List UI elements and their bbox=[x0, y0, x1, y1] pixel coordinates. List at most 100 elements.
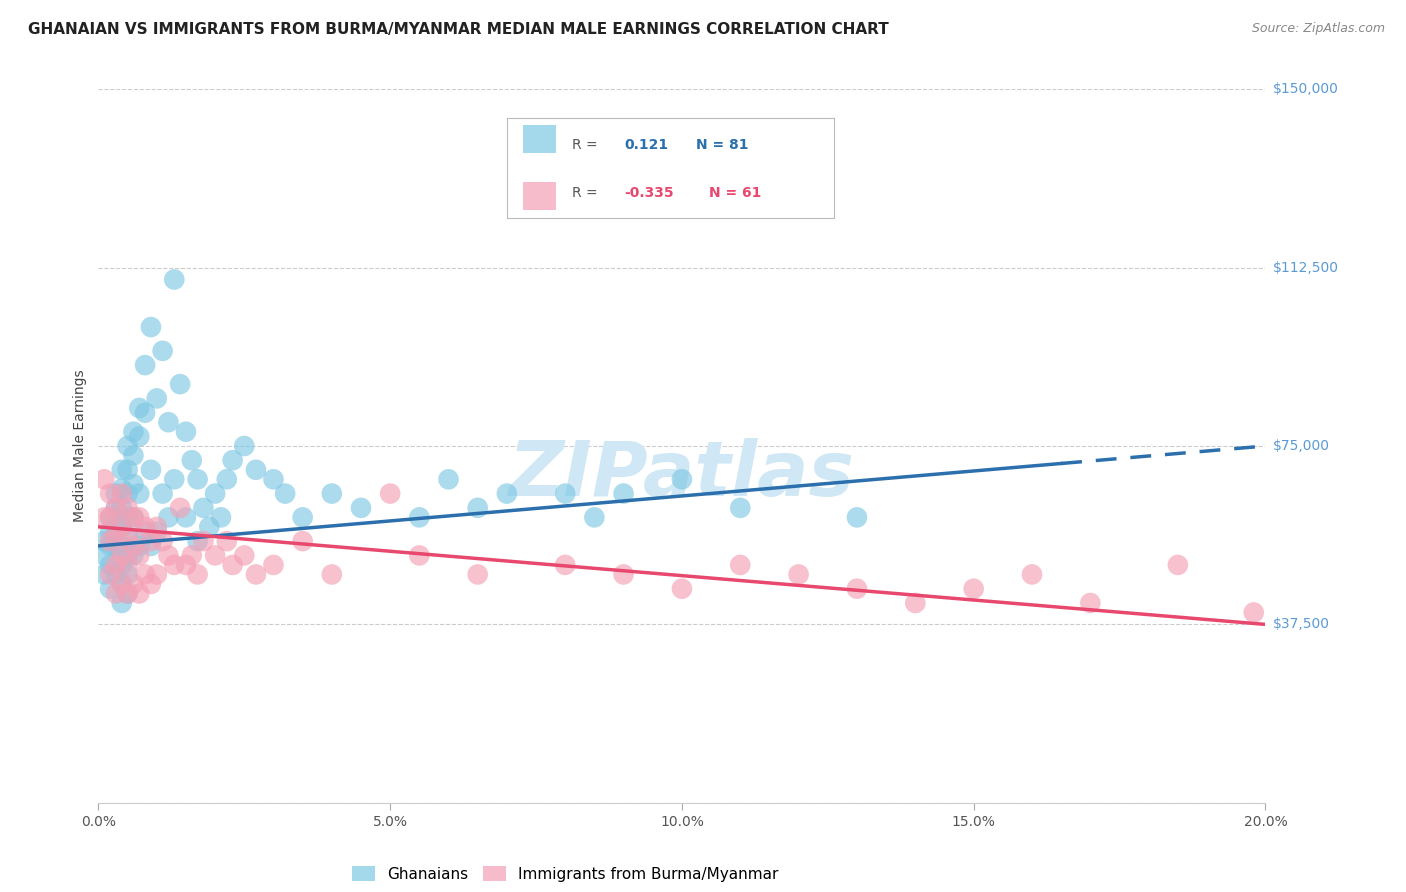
Point bbox=[122, 510, 145, 524]
Point bbox=[134, 358, 156, 372]
Point bbox=[139, 463, 162, 477]
Point bbox=[146, 520, 169, 534]
Point bbox=[117, 439, 139, 453]
Text: $112,500: $112,500 bbox=[1272, 260, 1339, 275]
Point bbox=[187, 472, 209, 486]
Point bbox=[117, 510, 139, 524]
Point bbox=[163, 272, 186, 286]
Point bbox=[93, 510, 115, 524]
Point bbox=[134, 520, 156, 534]
Point bbox=[467, 500, 489, 515]
Point bbox=[122, 449, 145, 463]
Text: $75,000: $75,000 bbox=[1272, 439, 1330, 453]
Point bbox=[291, 510, 314, 524]
Point bbox=[215, 534, 238, 549]
Point bbox=[174, 558, 197, 572]
Point bbox=[111, 520, 134, 534]
Legend: Ghanaians, Immigrants from Burma/Myanmar: Ghanaians, Immigrants from Burma/Myanmar bbox=[346, 860, 785, 888]
Point bbox=[321, 486, 343, 500]
Point bbox=[128, 549, 150, 563]
Point bbox=[1021, 567, 1043, 582]
Point bbox=[1167, 558, 1189, 572]
Point bbox=[262, 558, 284, 572]
Point bbox=[245, 463, 267, 477]
Point bbox=[128, 486, 150, 500]
Point bbox=[104, 500, 127, 515]
Point bbox=[98, 486, 121, 500]
Point bbox=[495, 486, 517, 500]
Point bbox=[111, 577, 134, 591]
Point bbox=[146, 567, 169, 582]
Point bbox=[187, 534, 209, 549]
Point bbox=[204, 486, 226, 500]
Point bbox=[904, 596, 927, 610]
Point bbox=[262, 472, 284, 486]
Point bbox=[111, 577, 134, 591]
Point bbox=[193, 534, 215, 549]
Point bbox=[104, 586, 127, 600]
Text: $37,500: $37,500 bbox=[1272, 617, 1330, 632]
Point bbox=[157, 415, 180, 429]
Point bbox=[98, 567, 121, 582]
Point bbox=[728, 500, 751, 515]
Point bbox=[111, 596, 134, 610]
Point bbox=[221, 453, 243, 467]
Point bbox=[180, 549, 202, 563]
Point bbox=[122, 510, 145, 524]
Point bbox=[111, 539, 134, 553]
Point bbox=[93, 567, 115, 582]
Point bbox=[122, 549, 145, 563]
Point bbox=[671, 582, 693, 596]
Point bbox=[408, 510, 430, 524]
Point bbox=[671, 472, 693, 486]
Point bbox=[291, 534, 314, 549]
Point bbox=[408, 549, 430, 563]
Point bbox=[787, 567, 810, 582]
Point bbox=[117, 463, 139, 477]
Point bbox=[245, 567, 267, 582]
Point bbox=[152, 486, 174, 500]
Point bbox=[117, 567, 139, 582]
Point bbox=[117, 529, 139, 543]
Point bbox=[169, 500, 191, 515]
Point bbox=[104, 500, 127, 515]
Point bbox=[845, 582, 868, 596]
Point bbox=[221, 558, 243, 572]
Point bbox=[122, 539, 145, 553]
Point bbox=[93, 534, 115, 549]
Point bbox=[612, 567, 634, 582]
Point bbox=[1243, 606, 1265, 620]
Point bbox=[104, 529, 127, 543]
Point bbox=[193, 500, 215, 515]
Point bbox=[152, 343, 174, 358]
Point bbox=[98, 534, 121, 549]
Point bbox=[117, 529, 139, 543]
Point bbox=[98, 524, 121, 539]
Point bbox=[128, 401, 150, 415]
Point bbox=[128, 586, 150, 600]
Point bbox=[467, 567, 489, 582]
Point bbox=[111, 482, 134, 496]
Point bbox=[122, 477, 145, 491]
Point bbox=[104, 539, 127, 553]
Point bbox=[134, 406, 156, 420]
Point bbox=[554, 486, 576, 500]
Point bbox=[139, 539, 162, 553]
Point bbox=[174, 425, 197, 439]
Point bbox=[209, 510, 232, 524]
Point bbox=[274, 486, 297, 500]
Point bbox=[198, 520, 221, 534]
Point bbox=[139, 577, 162, 591]
Point bbox=[122, 577, 145, 591]
Point bbox=[104, 567, 127, 582]
Point bbox=[117, 586, 139, 600]
Point bbox=[554, 558, 576, 572]
Point bbox=[104, 486, 127, 500]
Point bbox=[93, 472, 115, 486]
Point bbox=[128, 510, 150, 524]
Point bbox=[146, 392, 169, 406]
Point bbox=[321, 567, 343, 582]
Point bbox=[962, 582, 984, 596]
Point bbox=[204, 549, 226, 563]
Text: $150,000: $150,000 bbox=[1272, 82, 1339, 96]
